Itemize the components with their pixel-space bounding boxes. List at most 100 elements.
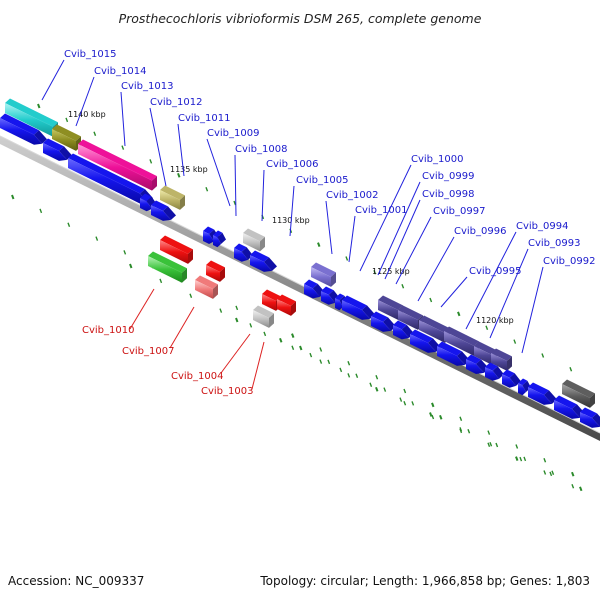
gene-label[interactable]: Cvib_1010: [82, 325, 134, 336]
feature-side-face: [152, 176, 157, 191]
feature-front-face: [277, 299, 291, 316]
feature-side-face: [291, 301, 296, 316]
feature-grey-1[interactable]: [243, 228, 265, 252]
feature-top-face: [160, 235, 193, 254]
grid-tick-50: [369, 382, 373, 388]
gene-label[interactable]: Cvib_0999: [422, 171, 474, 182]
feature-top-face: [410, 329, 433, 343]
feature-forward-13[interactable]: [342, 295, 375, 320]
feature-front-face: [419, 320, 445, 343]
feature-top-face: [213, 230, 223, 238]
feature-top-face: [393, 320, 407, 330]
feature-top-face: [148, 251, 187, 273]
feature-top-face: [304, 279, 318, 289]
feature-top-face: [321, 286, 334, 295]
grid-tick-22: [39, 208, 43, 214]
feature-red-1[interactable]: [160, 235, 193, 264]
bottom-label-leaders: [129, 288, 265, 390]
feature-top-face: [195, 275, 218, 289]
gene-label[interactable]: Cvib_0997: [433, 206, 485, 217]
feature-top-face: [151, 200, 168, 211]
gene-label[interactable]: Cvib_1000: [411, 154, 463, 165]
gene-label[interactable]: Cvib_1001: [355, 205, 407, 216]
feature-top-face: [277, 294, 296, 306]
feature-slate-6[interactable]: [491, 348, 512, 371]
leader-top-7: [234, 154, 237, 217]
gene-label[interactable]: Cvib_1008: [235, 144, 287, 155]
feature-forward-5[interactable]: [151, 200, 176, 221]
feature-top-face: [206, 260, 225, 272]
feature-cvib-1003[interactable]: [253, 305, 274, 328]
feature-top-face: [335, 293, 345, 301]
gene-label[interactable]: Cvib_1002: [326, 190, 378, 201]
feature-red-3[interactable]: [277, 294, 296, 316]
grid-tick-6: [177, 172, 181, 178]
feature-top-face: [243, 228, 265, 242]
feature-forward-20[interactable]: [502, 369, 521, 388]
tick-label-1140: 1140 kbp: [68, 110, 106, 119]
gene-label[interactable]: Cvib_1013: [121, 81, 173, 92]
feature-forward-22[interactable]: [528, 382, 557, 405]
gene-label[interactable]: Cvib_0992: [543, 256, 595, 267]
leader-bottom-4: [251, 341, 265, 390]
gene-label[interactable]: Cvib_0993: [528, 238, 580, 249]
feature-front-face: [321, 291, 335, 305]
feature-forward-24[interactable]: [580, 407, 600, 428]
leader-top-5: [177, 123, 185, 177]
gene-label[interactable]: Cvib_0994: [516, 221, 568, 232]
top-label-leaders: [41, 59, 544, 354]
feature-cvib-1002[interactable]: [311, 262, 336, 287]
gene-label[interactable]: Cvib_1012: [150, 97, 202, 108]
gene-label[interactable]: Cvib_1009: [207, 128, 259, 139]
grid-tick-29: [235, 305, 239, 311]
page-title: Prosthecochloris vibrioformis DSM 265, c…: [119, 11, 482, 26]
grid-tick-38: [487, 430, 491, 435]
grid-tick-68: [515, 456, 519, 461]
axis-tick-labels: 1140 kbp 1135 kbp 1130 kbp 1125 kbp 1120…: [68, 110, 514, 325]
feature-top-face: [444, 326, 479, 346]
feature-forward-19[interactable]: [485, 362, 504, 381]
grid-tick-48: [309, 352, 313, 358]
grid-tick-47: [279, 337, 283, 343]
feature-cvib-1012[interactable]: [160, 185, 185, 210]
feature-side-face: [592, 413, 600, 427]
feature-top-face: [437, 341, 462, 356]
feature-top-face: [491, 348, 512, 361]
feature-top-face: [502, 369, 515, 378]
gene-label[interactable]: Cvib_1011: [178, 113, 230, 124]
grid-tick-25: [123, 250, 127, 255]
feature-forward-14[interactable]: [371, 311, 396, 332]
grid-tick-69: [543, 470, 547, 475]
feature-front-face: [491, 353, 507, 371]
feature-front-face: [580, 412, 600, 428]
feature-forward-9[interactable]: [250, 250, 277, 272]
feature-forward-1[interactable]: [0, 113, 47, 145]
gene-label[interactable]: Cvib_1007: [122, 346, 174, 357]
feature-cvib-1007[interactable]: [195, 275, 218, 299]
grid-tick-65: [431, 414, 435, 420]
feature-red-2[interactable]: [206, 260, 225, 282]
feature-front-face: [262, 294, 276, 311]
feature-dark-1[interactable]: [562, 379, 595, 408]
gene-label[interactable]: Cvib_1005: [296, 175, 348, 186]
gene-label[interactable]: Cvib_0996: [454, 226, 506, 237]
feature-cvib-1013[interactable]: [78, 139, 157, 191]
grid-tick-60: [291, 345, 295, 350]
gene-label[interactable]: Cvib_1003: [201, 386, 253, 397]
gene-label[interactable]: Cvib_0998: [422, 189, 474, 200]
grid-tick-15: [429, 297, 433, 303]
feature-forward-2[interactable]: [43, 138, 72, 161]
grid-tick-74: [383, 387, 387, 392]
leader-top-2: [75, 76, 95, 127]
tick-label-1125: 1125 kbp: [372, 267, 410, 276]
feature-cvib-1010[interactable]: [148, 251, 187, 283]
grid-tick-35: [403, 388, 407, 394]
gene-label[interactable]: Cvib_1015: [64, 49, 116, 60]
gene-label[interactable]: Cvib_1014: [94, 66, 146, 77]
gene-label[interactable]: Cvib_0995: [469, 266, 521, 277]
feature-forward-7[interactable]: [213, 230, 226, 248]
feature-front-face: [151, 205, 171, 221]
gene-label[interactable]: Cvib_1004: [171, 371, 223, 382]
grid-tick-79: [523, 456, 527, 462]
gene-label[interactable]: Cvib_1006: [266, 159, 318, 170]
